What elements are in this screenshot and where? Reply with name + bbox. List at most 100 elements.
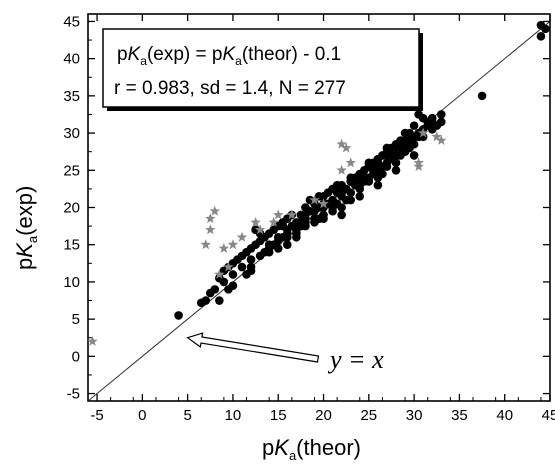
y-tick-label: 5 [72,311,80,328]
data-point [383,144,392,153]
x-tick-label: 30 [406,407,423,424]
x-tick-label: -5 [90,407,103,424]
data-point [401,144,410,153]
data-point [405,129,414,138]
data-point [374,173,383,182]
star-point [336,165,347,175]
x-tick-label: 20 [315,407,332,424]
data-point [392,166,401,175]
data-point [224,285,233,294]
x-tick-label: 10 [225,407,242,424]
data-point [374,181,383,190]
data-point [247,255,256,264]
data-point [428,125,437,134]
data-point [283,240,292,249]
data-point [301,211,310,220]
star-point [237,232,247,242]
y-tick-label: 25 [63,162,80,179]
data-point [374,159,383,168]
data-point [537,32,546,41]
data-point [301,218,310,227]
data-point [410,151,419,160]
data-point [383,162,392,171]
y-tick-label: 40 [63,51,80,68]
star-point [210,206,221,216]
legend-line-1: pKa(exp) = pKa(theor) - 0.1 [117,44,341,68]
legend-line-2: r = 0.983, sd = 1.4, N = 277 [114,78,346,99]
data-point [360,166,369,175]
data-point [414,110,423,119]
data-point [328,185,337,194]
star-point [250,217,260,227]
annotation-arrow [188,333,319,362]
star-point [219,243,229,253]
data-point [256,252,265,261]
y-axis-title: pKa(exp) [12,186,40,270]
reference-annotation: y = x [188,333,384,374]
data-point [310,214,319,223]
data-point [337,211,346,220]
data-point [337,181,346,190]
data-point [201,296,210,305]
data-point [365,159,374,168]
data-point [437,110,446,119]
star-point [201,239,212,249]
y-tick-label: 20 [63,200,80,217]
data-point [537,21,546,30]
x-tick-label: 40 [496,407,513,424]
data-point [174,311,183,320]
data-point [319,214,328,223]
x-axis-title: pKa(theor) [262,435,361,463]
data-point [265,248,274,257]
data-point [229,270,238,279]
data-point [278,222,287,231]
data-point [410,140,419,149]
data-point [346,188,355,197]
y-tick-label: -5 [67,386,80,403]
data-point [220,278,229,287]
x-tick-label: 5 [183,407,191,424]
data-point [292,233,301,242]
data-point [437,118,446,127]
x-tick-label: 35 [451,407,468,424]
legend-box: pKa(exp) = pKa(theor) - 0.1 r = 0.983, s… [103,29,423,111]
data-point [355,181,364,190]
data-point [211,285,220,294]
data-point [274,233,283,242]
data-point [265,240,274,249]
data-point [355,173,364,182]
star-point [346,157,356,167]
star-point [273,209,284,219]
y-tick-label: 10 [63,274,80,291]
y-tick-label: 30 [63,125,80,142]
star-point [205,224,215,234]
data-point [238,263,247,272]
data-point [478,92,487,101]
y-tick-label: 35 [63,88,80,105]
data-point [328,203,337,212]
data-point [401,136,410,145]
data-point [392,144,401,153]
data-point [428,114,437,123]
y-tick-label: 45 [63,13,80,30]
data-point [346,196,355,205]
data-point [392,159,401,168]
data-point [215,296,224,305]
y-tick-label: 15 [63,237,80,254]
star-point [228,239,239,249]
data-point [337,188,346,197]
data-point [247,263,256,272]
data-point [274,244,283,253]
x-tick-label: 15 [270,407,287,424]
annotation-label: y = x [327,345,384,374]
data-point [410,121,419,130]
data-point [374,166,383,175]
y-tick-label: 0 [72,348,80,365]
data-point [383,151,392,160]
x-tick-label: 45 [542,407,555,424]
x-tick-label: 0 [138,407,146,424]
data-point [355,192,364,201]
data-point [310,207,319,216]
